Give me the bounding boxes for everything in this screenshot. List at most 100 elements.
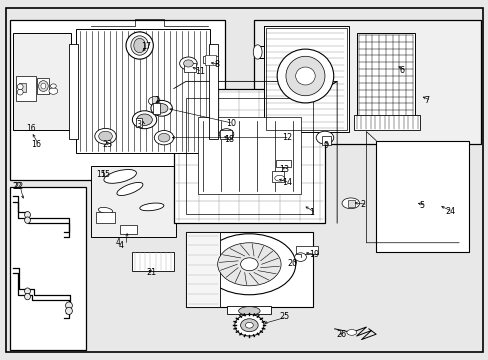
Text: 13: 13 <box>279 166 289 175</box>
Bar <box>96 212 115 223</box>
Bar <box>203 56 217 63</box>
Ellipse shape <box>49 88 58 94</box>
Ellipse shape <box>203 234 295 295</box>
Text: 1: 1 <box>308 208 313 217</box>
Text: 4: 4 <box>119 241 123 250</box>
Bar <box>185 98 312 214</box>
Ellipse shape <box>274 175 284 181</box>
Ellipse shape <box>316 131 333 144</box>
Bar <box>266 28 346 130</box>
Bar <box>37 78 49 94</box>
Ellipse shape <box>217 243 281 286</box>
Bar <box>321 136 330 145</box>
Text: 2: 2 <box>155 96 160 105</box>
Text: 3: 3 <box>136 120 141 129</box>
Text: 12: 12 <box>282 133 292 142</box>
Bar <box>220 130 232 139</box>
Text: 24: 24 <box>445 207 455 216</box>
Bar <box>10 21 224 180</box>
Ellipse shape <box>285 56 325 96</box>
Text: 16: 16 <box>31 140 41 149</box>
Ellipse shape <box>148 97 160 105</box>
Bar <box>227 306 271 315</box>
Text: 7: 7 <box>423 96 428 105</box>
Bar <box>120 225 137 234</box>
Text: 4: 4 <box>115 238 120 247</box>
Ellipse shape <box>99 131 112 141</box>
Ellipse shape <box>294 253 306 261</box>
Ellipse shape <box>346 329 356 335</box>
Bar <box>13 33 71 130</box>
Ellipse shape <box>245 322 253 328</box>
Ellipse shape <box>24 212 30 218</box>
Bar <box>152 96 157 103</box>
Ellipse shape <box>132 111 157 129</box>
Text: 14: 14 <box>282 178 292 187</box>
Text: 11: 11 <box>194 67 204 76</box>
Bar <box>272 171 284 182</box>
Bar <box>91 166 176 237</box>
Bar <box>10 187 86 350</box>
Bar <box>254 21 480 144</box>
Bar <box>185 232 312 307</box>
Ellipse shape <box>238 307 260 315</box>
Bar <box>276 160 290 167</box>
Ellipse shape <box>277 49 333 103</box>
Ellipse shape <box>131 36 148 55</box>
Ellipse shape <box>65 307 72 315</box>
Bar <box>136 118 142 127</box>
Text: 26: 26 <box>335 330 346 339</box>
Ellipse shape <box>134 39 145 53</box>
Ellipse shape <box>295 67 315 85</box>
Ellipse shape <box>155 104 167 113</box>
Bar <box>69 44 78 139</box>
Text: 22: 22 <box>13 182 23 191</box>
Ellipse shape <box>24 288 30 294</box>
Text: 17: 17 <box>141 42 151 51</box>
Bar <box>132 252 173 271</box>
Bar <box>204 55 216 64</box>
Bar <box>153 103 160 114</box>
Ellipse shape <box>240 319 258 332</box>
Ellipse shape <box>234 315 264 336</box>
Ellipse shape <box>151 100 172 116</box>
Ellipse shape <box>24 293 30 300</box>
Bar <box>264 26 348 132</box>
Bar <box>183 63 195 72</box>
Ellipse shape <box>140 203 163 211</box>
Ellipse shape <box>183 60 193 67</box>
Ellipse shape <box>50 84 56 88</box>
Bar <box>198 117 300 194</box>
Text: 19: 19 <box>308 250 318 259</box>
Text: 20: 20 <box>287 259 297 268</box>
Text: 25: 25 <box>279 312 289 321</box>
Text: 8: 8 <box>214 60 219 69</box>
Ellipse shape <box>154 131 173 145</box>
Bar <box>375 140 468 252</box>
Ellipse shape <box>98 207 112 213</box>
Ellipse shape <box>41 83 46 89</box>
Text: 10: 10 <box>225 119 236 128</box>
Ellipse shape <box>17 89 23 95</box>
Ellipse shape <box>117 183 142 195</box>
Ellipse shape <box>103 170 136 183</box>
Text: 15: 15 <box>101 170 111 179</box>
Ellipse shape <box>137 114 152 126</box>
Ellipse shape <box>95 129 116 144</box>
Text: 6: 6 <box>399 66 404 75</box>
Text: 18: 18 <box>224 135 234 144</box>
Text: 21: 21 <box>146 268 156 277</box>
Ellipse shape <box>24 217 30 224</box>
Text: 15: 15 <box>96 170 105 179</box>
Ellipse shape <box>253 45 262 59</box>
Bar <box>353 116 419 130</box>
Bar <box>208 44 217 139</box>
Ellipse shape <box>341 198 359 209</box>
Ellipse shape <box>158 134 169 142</box>
Text: 2: 2 <box>360 200 365 209</box>
Ellipse shape <box>126 32 153 59</box>
Bar <box>295 246 317 253</box>
Text: 9: 9 <box>323 141 328 150</box>
Bar <box>76 30 210 153</box>
Ellipse shape <box>65 302 72 309</box>
